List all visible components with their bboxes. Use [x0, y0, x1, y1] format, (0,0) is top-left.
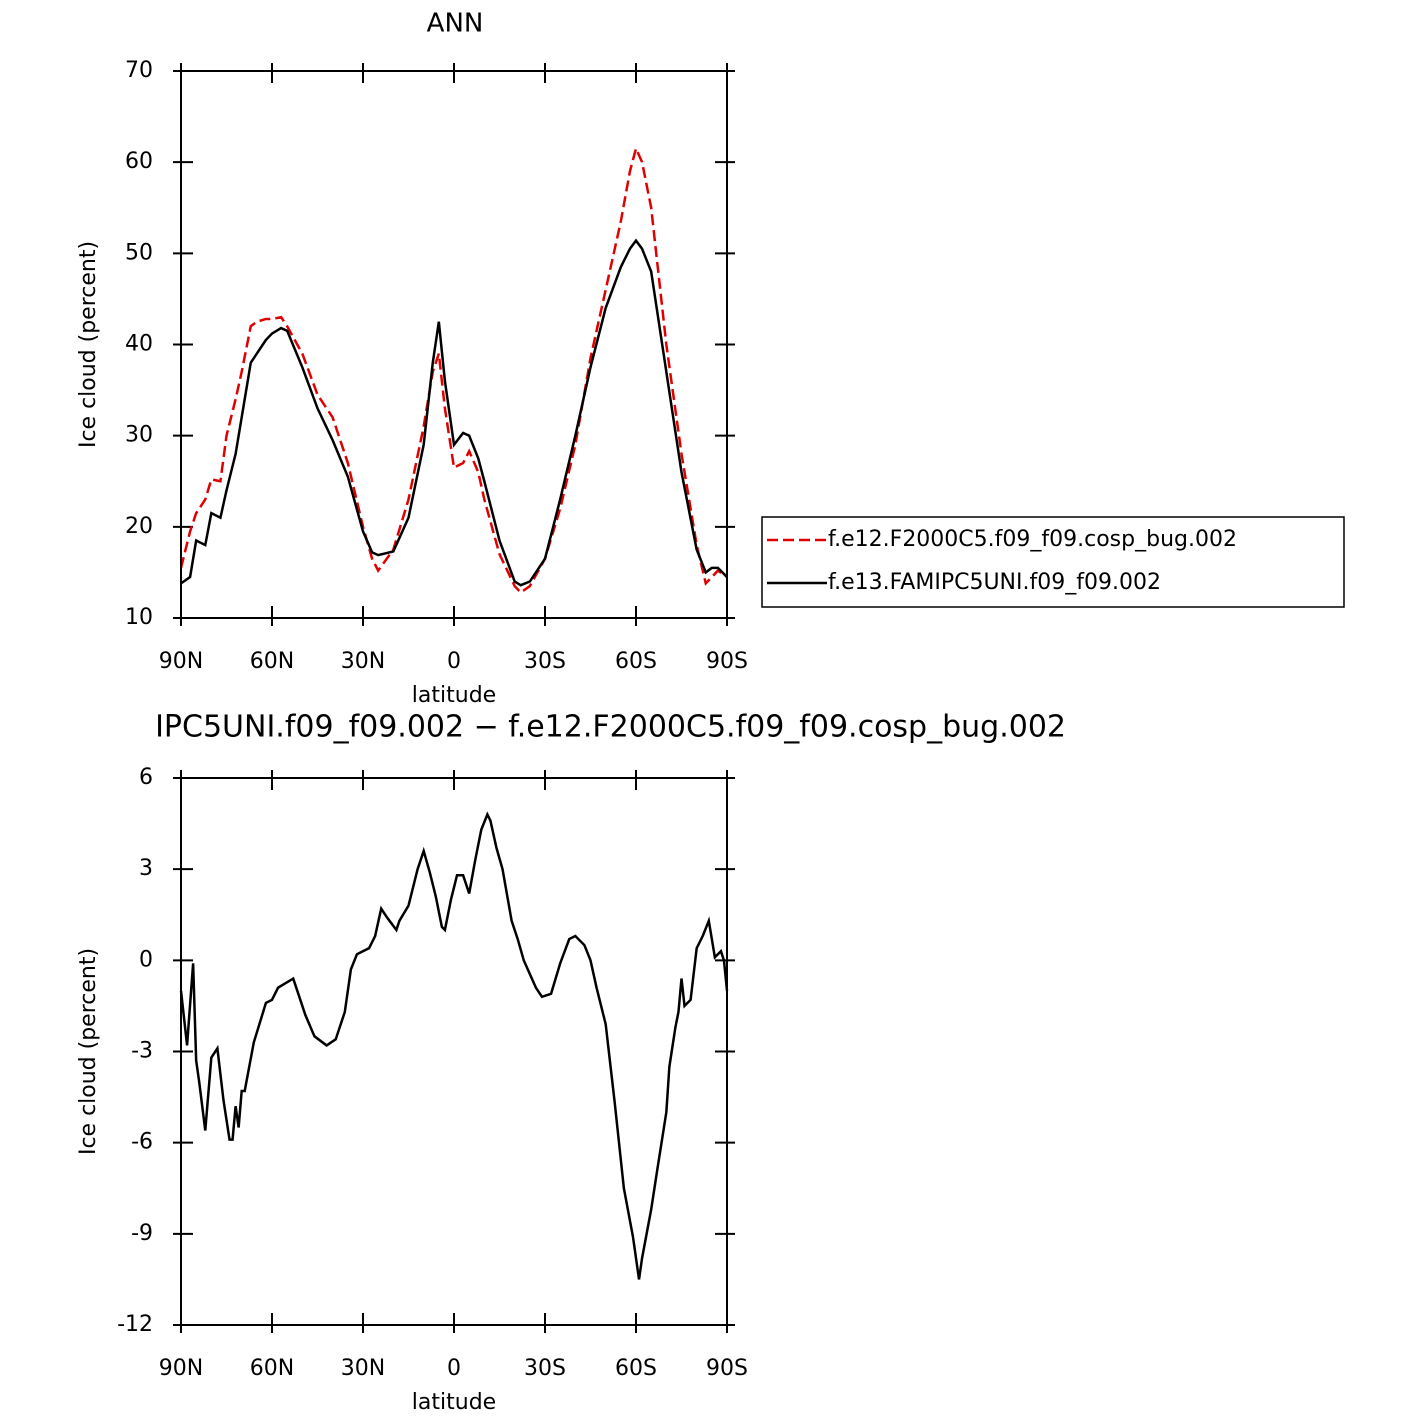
y-tick-label: 20: [125, 514, 153, 539]
x-tick-label: 60N: [250, 649, 294, 674]
y-tick-label: 6: [139, 765, 153, 790]
x-tick-label: 90N: [159, 1356, 203, 1381]
legend-label: f.e13.FAMIPC5UNI.f09_f09.002: [828, 570, 1161, 595]
x-tick-label: 60N: [250, 1356, 294, 1381]
y-axis-label: Ice cloud (percent): [76, 241, 101, 448]
legend-box: [761, 516, 1345, 608]
x-axis-label: latitude: [412, 1390, 496, 1415]
y-tick-label: 60: [125, 149, 153, 174]
y-tick-label: 0: [139, 947, 153, 972]
x-tick-label: 0: [447, 1356, 461, 1381]
y-tick-label: -3: [131, 1039, 153, 1064]
y-tick-label: 30: [125, 423, 153, 448]
y-tick-label: -12: [117, 1312, 153, 1337]
data-line: [180, 238, 728, 587]
y-tick-label: 70: [125, 58, 153, 83]
x-tick-label: 30N: [341, 1356, 385, 1381]
plot-frame: [180, 70, 728, 619]
x-tick-label: 60S: [615, 649, 657, 674]
data-line: [179, 811, 729, 1280]
x-tick-label: 90N: [159, 649, 203, 674]
y-tick-label: -9: [131, 1221, 153, 1246]
data-line: [179, 144, 728, 595]
x-axis-label: latitude: [412, 683, 496, 708]
x-tick-label: 0: [447, 649, 461, 674]
x-tick-label: 90S: [706, 1356, 748, 1381]
x-tick-label: 30S: [524, 649, 566, 674]
y-tick-label: 40: [125, 332, 153, 357]
chart-title: ANN: [427, 9, 484, 39]
y-tick-label: -6: [131, 1130, 153, 1155]
y-tick-label: 10: [125, 605, 153, 630]
x-tick-label: 60S: [615, 1356, 657, 1381]
y-tick-label: 3: [139, 856, 153, 881]
y-tick-label: 50: [125, 240, 153, 265]
x-tick-label: 30N: [341, 649, 385, 674]
chart-title: IPC5UNI.f09_f09.002 − f.e12.F2000C5.f09_…: [155, 710, 1066, 745]
plot-frame: [180, 777, 728, 1326]
y-axis-label: Ice cloud (percent): [76, 948, 101, 1155]
legend-label: f.e12.F2000C5.f09_f09.cosp_bug.002: [828, 527, 1237, 552]
x-tick-label: 90S: [706, 649, 748, 674]
x-tick-label: 30S: [524, 1356, 566, 1381]
